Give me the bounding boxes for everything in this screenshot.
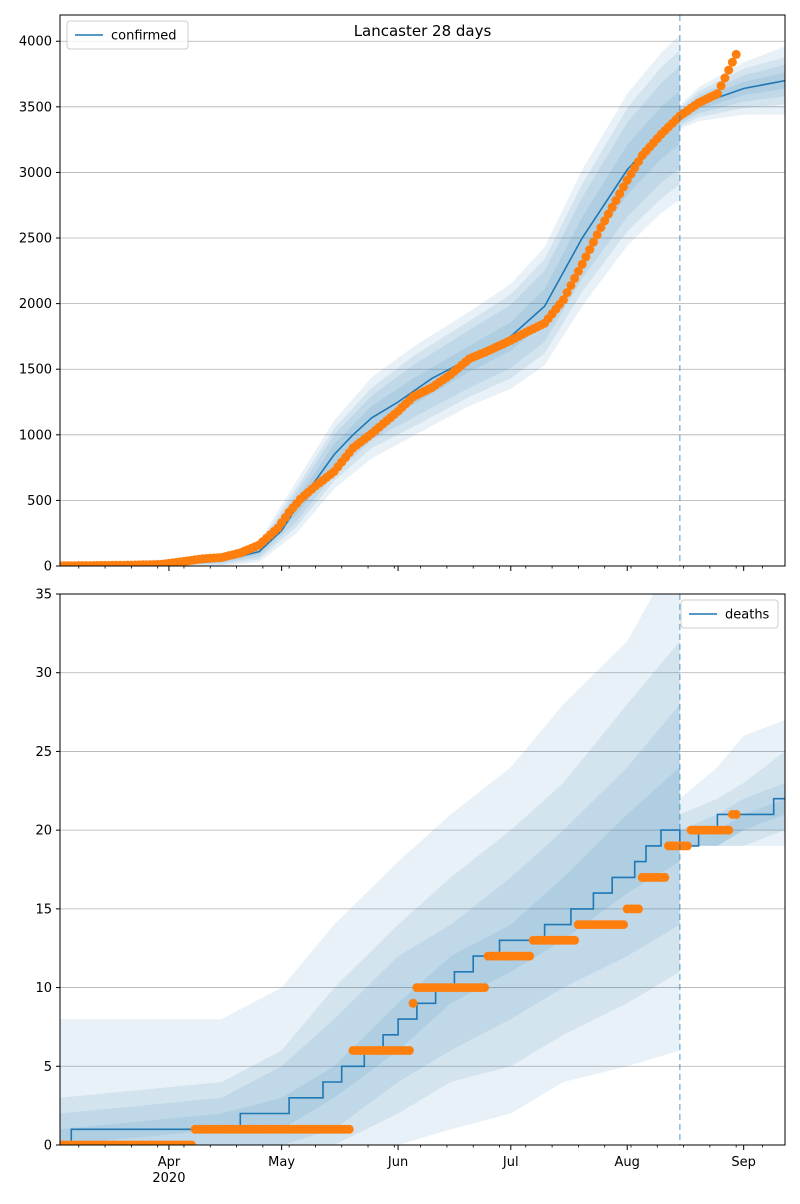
x-year-label: 2020 [152, 1171, 185, 1186]
y-tick-label: 500 [27, 494, 52, 509]
data-point [187, 1140, 196, 1145]
data-point [634, 904, 643, 914]
data-point [525, 951, 535, 961]
y-tick-label: 2000 [19, 297, 52, 312]
y-tick-label: 1500 [19, 363, 52, 378]
data-point [727, 57, 737, 67]
y-tick-label: 1000 [19, 428, 52, 443]
data-point [408, 998, 418, 1008]
data-point [558, 295, 568, 305]
panel-confirmed: 0 500 1000 1500 2000 2500 3000 3500 4000 Lancaste… [19, 14, 786, 575]
uncertainty-band-undefined [60, 34, 680, 566]
data-point [720, 73, 730, 83]
y-tick-label: 2500 [19, 232, 52, 247]
data-point [581, 252, 591, 262]
y-tick-label: 15 [35, 902, 52, 917]
data-point [619, 920, 628, 930]
axes-frame [59, 14, 786, 567]
y-tick-label: 3500 [19, 100, 52, 115]
data-point [716, 81, 726, 91]
data-point [724, 825, 734, 835]
y-tick-label: 4000 [19, 35, 52, 50]
data-point [404, 1046, 414, 1055]
data-point [344, 1124, 354, 1134]
y-tick-label: 35 [35, 588, 52, 603]
x-tick-label: Apr [158, 1155, 181, 1170]
y-tick-label: 3000 [19, 166, 52, 181]
x-tick-label: Jun [387, 1155, 408, 1170]
data-point [566, 281, 576, 290]
data-point [615, 189, 625, 199]
y-tick-label: 30 [35, 666, 52, 681]
data-point [682, 841, 692, 851]
data-point [570, 935, 580, 945]
plot-area [60, 15, 785, 566]
x-tick-label: Sep [731, 1155, 756, 1170]
data-point [588, 237, 598, 247]
data-point [731, 49, 741, 59]
y-tick-label: 0 [44, 1139, 52, 1154]
uncertainty-band [60, 767, 680, 1145]
data-point [619, 182, 628, 192]
legend-box [66, 20, 189, 50]
y-tick-label: 5 [44, 1060, 52, 1075]
legend: confirmed [66, 20, 189, 50]
legend: deaths [680, 599, 779, 629]
data-point [573, 266, 583, 276]
data-point [577, 259, 587, 269]
data-point [570, 273, 580, 283]
data-point [660, 872, 670, 882]
legend-box [680, 599, 779, 629]
legend-label: confirmed [111, 29, 177, 44]
data-point [607, 202, 617, 212]
panel-deaths: 0 5 10 15 20 25 30 35 Apr May Jun Jul Aug Sep 2020 deat… [35, 588, 786, 1186]
data-point [712, 89, 722, 99]
data-point [603, 209, 613, 219]
forecast-band [679, 64, 785, 124]
x-tick-label: May [268, 1155, 295, 1170]
uncertainty-band [60, 641, 680, 1145]
x-tick-label: Aug [615, 1155, 640, 1170]
data-point [600, 216, 610, 226]
x-tick-label: Jul [502, 1155, 519, 1170]
data-point [611, 196, 621, 205]
chart-title: Lancaster 28 days [354, 22, 492, 40]
uncertainty-band [60, 594, 680, 1145]
forecast-band [679, 751, 785, 846]
data-point [562, 288, 572, 298]
data-point [731, 809, 741, 819]
data-point [585, 245, 595, 255]
axes-frame [59, 593, 786, 1146]
data-point [724, 65, 734, 75]
plot-area [60, 594, 785, 1145]
forecast-band [679, 46, 785, 130]
y-tick-label: 20 [35, 824, 52, 839]
y-tick-label: 10 [35, 981, 52, 996]
y-tick-label: 25 [35, 745, 52, 760]
data-point [480, 983, 489, 993]
legend-label: deaths [725, 608, 770, 623]
y-tick-label: 0 [44, 560, 52, 575]
data-point [596, 223, 606, 232]
data-point [592, 230, 602, 240]
